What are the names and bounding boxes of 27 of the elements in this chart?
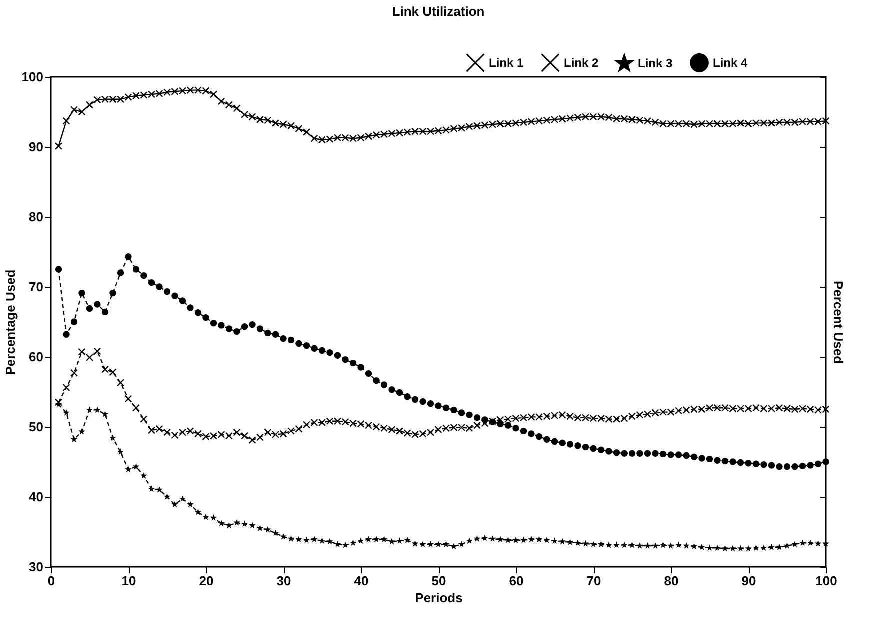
y-tick-label: 100 [22, 70, 44, 84]
x-tick-label: 70 [586, 574, 602, 588]
y-tick-label: 30 [29, 560, 44, 574]
y-axis-title: Percentage Used [2, 270, 18, 376]
x-tick-label: 10 [122, 574, 136, 588]
x-axis-title: Periods [415, 590, 463, 606]
x-tick-label: 80 [664, 574, 679, 588]
legend-label: Link 3 [638, 56, 673, 71]
y-tick-label: 50 [29, 420, 44, 434]
y2-axis-title: Percent Used [831, 280, 846, 364]
x-tick-label: 30 [276, 574, 292, 588]
x-tick-label: 60 [509, 574, 524, 588]
y-tick-label: 70 [29, 280, 44, 294]
x-tick-label: 90 [742, 574, 756, 588]
x-tick-label: 20 [199, 574, 214, 588]
y-tick-label: 80 [29, 210, 44, 224]
chart-title: Link Utilization [392, 4, 485, 19]
y-tick-label: 60 [29, 350, 44, 364]
x-tick-label: 100 [816, 574, 838, 588]
legend-label: Link 2 [564, 56, 599, 70]
x-tick-label: 40 [354, 574, 369, 588]
y-tick-label: 40 [29, 490, 44, 504]
legend-label: Link 1 [489, 56, 524, 70]
y-tick-label: 90 [29, 140, 44, 154]
legend-label: Link 4 [713, 56, 748, 70]
x-tick-label: 0 [48, 574, 56, 588]
x-tick-label: 50 [432, 574, 446, 588]
